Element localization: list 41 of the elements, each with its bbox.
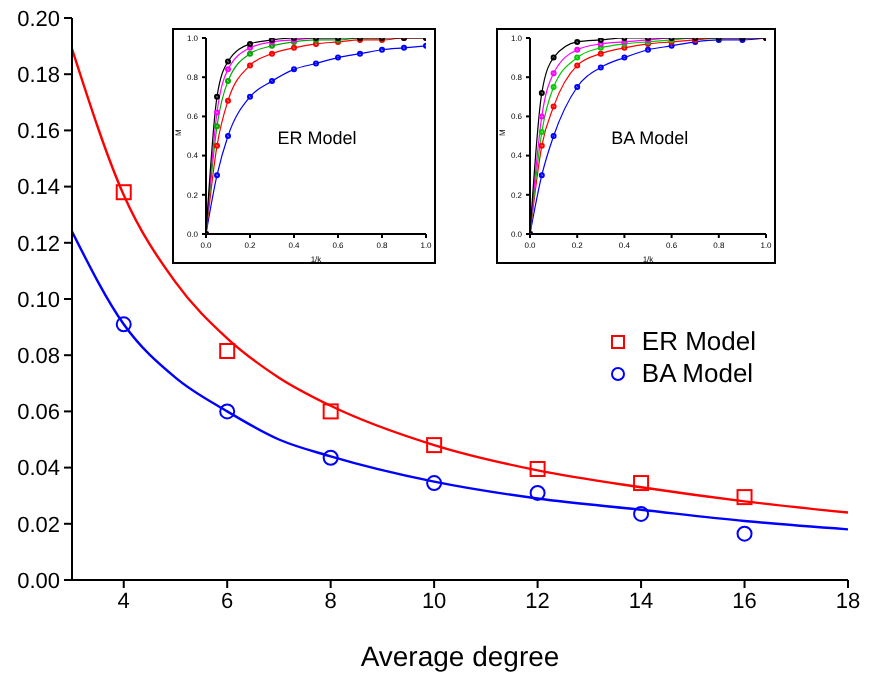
x-tick-label: 14 xyxy=(628,589,654,614)
point xyxy=(219,342,236,359)
point xyxy=(633,475,650,492)
y-tick-label: 0.20 xyxy=(17,7,60,32)
y-tick-label: 0.14 xyxy=(17,176,60,201)
y-tick-label: 0.18 xyxy=(17,64,60,89)
y-tick-label: 0.00 xyxy=(17,569,60,594)
x-tick-label: 16 xyxy=(732,589,757,614)
line-series xyxy=(72,230,848,531)
y-tick-label: 0.04 xyxy=(17,457,60,482)
x-tick-label: 18 xyxy=(835,589,861,614)
point xyxy=(115,316,132,333)
point xyxy=(426,437,443,454)
y-tick-label: 0.06 xyxy=(17,401,60,426)
annotation: BA Model xyxy=(611,127,689,148)
y-tick-label: 0.10 xyxy=(17,288,60,313)
point xyxy=(322,403,339,420)
x-tick-label: 8 xyxy=(324,589,337,614)
line-series xyxy=(530,38,766,234)
x-axis-title: Average degree xyxy=(360,640,560,672)
line-series xyxy=(72,47,848,514)
y-tick-label: 0.16 xyxy=(17,120,60,145)
x-tick-label: 4 xyxy=(117,589,130,614)
point xyxy=(115,184,132,201)
x-tick-label: 6 xyxy=(221,589,234,614)
point xyxy=(736,525,753,542)
x-tick-label: 12 xyxy=(525,589,550,614)
legend-label: ER Model xyxy=(641,326,756,359)
y-tick-label: 0.12 xyxy=(17,232,60,257)
y-tick-label: 0.02 xyxy=(17,513,60,538)
point xyxy=(219,403,236,420)
point xyxy=(633,505,650,522)
point xyxy=(529,484,546,501)
x-tick-label: 10 xyxy=(421,589,447,614)
point xyxy=(529,461,546,478)
point xyxy=(322,449,339,466)
point xyxy=(426,475,443,492)
legend-label: BA Model xyxy=(641,358,754,391)
annotation: ER Model xyxy=(277,127,357,148)
point xyxy=(736,489,753,506)
y-tick-label: 0.08 xyxy=(17,345,60,370)
